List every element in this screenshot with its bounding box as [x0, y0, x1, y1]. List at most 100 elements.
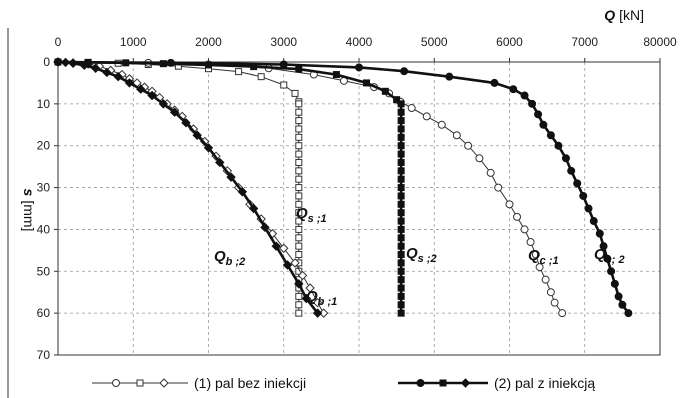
data-point-qs2 — [397, 100, 405, 108]
y-tick-label: 70 — [37, 348, 51, 362]
series-label-sub: s ;2 — [418, 253, 437, 265]
data-point-qb1 — [279, 243, 289, 253]
data-point-qs2 — [397, 259, 405, 267]
legend-item-1: (1) pal bez iniekcji — [92, 375, 306, 391]
data-point-qs2 — [397, 175, 405, 183]
series-qb2 — [53, 57, 323, 318]
data-point-qs2 — [332, 71, 340, 79]
data-point-qb2 — [169, 107, 180, 117]
data-point-qs2 — [397, 284, 405, 292]
data-point-qc1 — [494, 183, 503, 192]
data-point-qs2 — [397, 292, 405, 300]
data-point-qc2 — [539, 120, 548, 129]
data-point-qc1 — [407, 104, 416, 113]
data-point-qc2 — [595, 229, 604, 238]
data-point-qs1 — [295, 108, 303, 116]
data-point-qb2 — [147, 90, 157, 101]
data-point-qb2 — [260, 222, 270, 233]
data-point-qc1 — [550, 298, 559, 307]
data-point-qb1 — [312, 297, 323, 308]
data-point-qs2 — [393, 96, 401, 104]
data-point-qb2 — [282, 260, 293, 270]
data-point-qb2 — [181, 117, 191, 128]
legend-label: (2) pal z iniekcją — [494, 375, 595, 391]
data-point-qb2 — [271, 241, 281, 251]
data-point-qc2 — [166, 58, 175, 67]
x-axis-title: Q [kN] — [604, 7, 644, 23]
x-axis-unit: [kN] — [619, 7, 644, 23]
data-point-qc1 — [422, 112, 431, 121]
data-point-qc2 — [607, 267, 616, 276]
data-point-qs2 — [397, 125, 405, 133]
data-point-qc2 — [546, 131, 555, 140]
data-point-qs1 — [295, 217, 303, 225]
data-point-qs1 — [295, 200, 303, 208]
data-point-qs2 — [397, 142, 405, 150]
data-point-qs1 — [295, 175, 303, 183]
data-point-qs1 — [295, 117, 303, 125]
x-tick-label: 7000 — [571, 35, 598, 49]
data-point-qb2 — [158, 99, 169, 109]
data-point-qb2 — [301, 293, 312, 304]
axes: 0 1000 2000 3000 4000 5000 6000 7000 80000 0 10 20 3… — [7, 7, 677, 398]
data-point-qs2 — [397, 133, 405, 141]
data-point-qs1 — [295, 167, 303, 175]
x-tick-label: 4000 — [346, 35, 373, 49]
legend: (1) pal bez iniekcji (2) pal z iniekcją — [92, 375, 595, 391]
series-label-qc1: Qc ;1 — [528, 247, 559, 267]
y-tick-label: 20 — [37, 139, 51, 153]
data-point-qs2 — [397, 242, 405, 250]
data-point-qs2 — [397, 276, 405, 284]
data-point-qs2 — [205, 61, 212, 69]
data-point-qb2 — [203, 143, 214, 153]
data-point-qs2 — [397, 117, 405, 125]
data-point-qs1 — [295, 301, 303, 309]
data-point-qs1 — [280, 81, 288, 89]
data-point-qs2 — [397, 184, 405, 192]
data-point-qb2 — [237, 187, 248, 197]
data-point-qs1 — [235, 68, 243, 76]
data-point-qc2 — [520, 91, 529, 100]
y-axis-unit: [mm] — [21, 200, 37, 231]
legend-marker — [439, 379, 447, 387]
legend-label: (1) pal bez iniekcji — [194, 375, 306, 391]
y-tick-label: 60 — [37, 306, 51, 320]
data-point-qc2 — [618, 300, 627, 309]
data-point-qs1 — [257, 73, 265, 81]
data-point-qs1 — [295, 150, 303, 158]
data-point-qs2 — [397, 158, 405, 166]
series-qc2 — [54, 58, 633, 318]
x-tick-label: 6000 — [496, 35, 523, 49]
data-point-qc1 — [526, 237, 535, 246]
data-point-qc2 — [614, 292, 623, 301]
data-point-qs2 — [397, 150, 405, 158]
y-axis-title: s [mm] — [21, 189, 37, 232]
data-point-qs1 — [291, 89, 299, 97]
series-label-sub: s ;1 — [308, 213, 327, 225]
data-point-qb1 — [297, 270, 308, 281]
data-point-qs1 — [295, 292, 303, 300]
legend-marker — [112, 379, 120, 387]
series-label-sub: b ;1 — [318, 296, 338, 308]
data-point-qc2 — [54, 58, 62, 66]
data-point-qb1 — [290, 258, 300, 268]
data-point-qs2 — [381, 87, 389, 95]
data-point-qc2 — [579, 191, 588, 200]
series-label-qb2: Qb ;2 — [214, 248, 245, 268]
data-point-qc2 — [509, 85, 518, 94]
x-tick-label: 1000 — [120, 35, 147, 49]
data-point-qc2 — [599, 242, 608, 251]
x-axis-symbol: Q — [604, 7, 615, 23]
data-point-qc1 — [486, 168, 495, 177]
data-point-qb2 — [294, 279, 304, 289]
legend-item-2: (2) pal z iniekcją — [398, 375, 595, 391]
data-point-qc2 — [445, 72, 454, 81]
data-point-qb2 — [136, 84, 146, 94]
y-tick-label: 10 — [37, 97, 51, 111]
data-point-qs1 — [295, 234, 303, 242]
data-point-qs1 — [295, 100, 303, 108]
data-point-qc2 — [584, 204, 593, 213]
data-point-qb2 — [102, 67, 112, 78]
data-point-qb2 — [312, 308, 323, 318]
